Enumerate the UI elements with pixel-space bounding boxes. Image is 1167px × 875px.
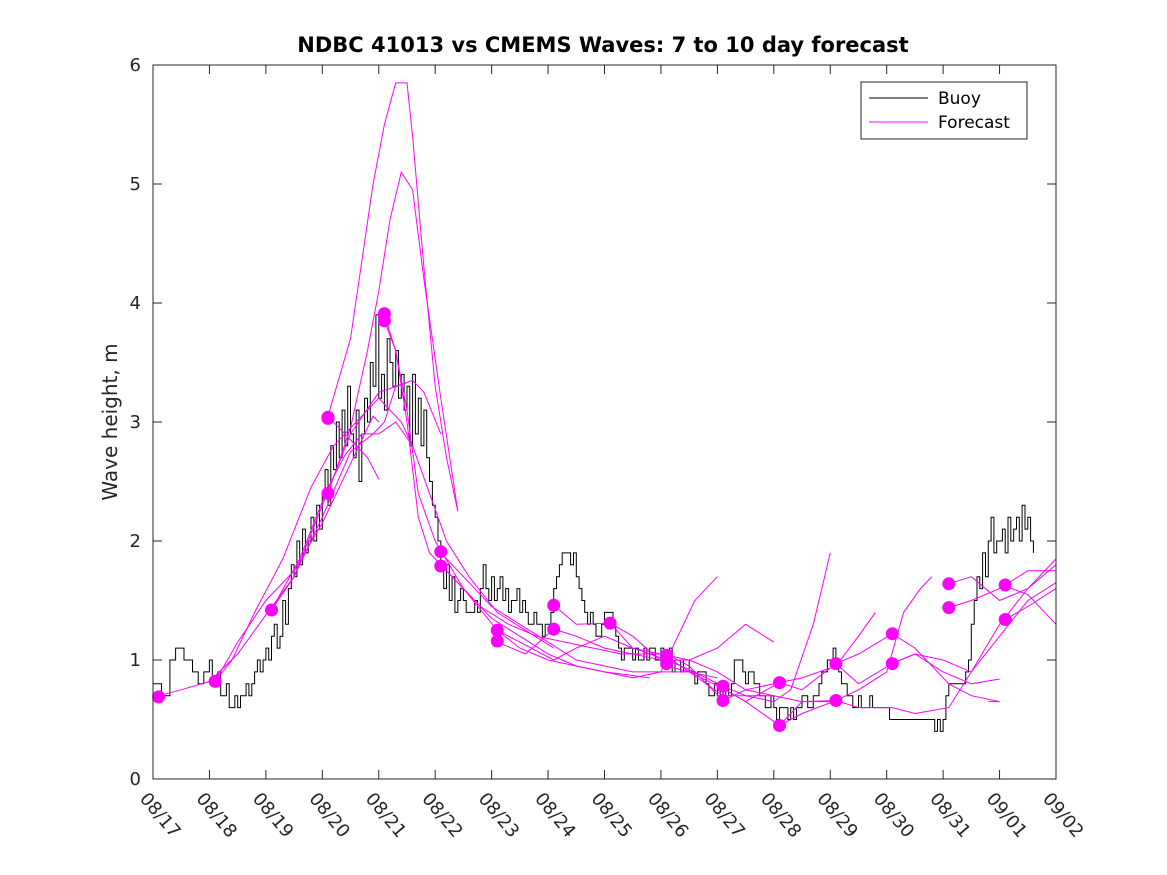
forecast-line-3 <box>214 397 414 682</box>
forecast-line-11 <box>440 552 718 679</box>
forecast-line-25 <box>1004 570 1056 586</box>
forecast-marker-22 <box>829 657 843 671</box>
forecast-marker-12 <box>490 634 504 648</box>
forecast-marker-2 <box>208 674 222 688</box>
forecast-line-21 <box>835 633 1000 703</box>
forecast-marker-17 <box>660 657 674 671</box>
y-tick-label: 4 <box>130 293 141 314</box>
forecast-marker-28 <box>998 578 1012 592</box>
legend-box <box>860 81 1028 140</box>
forecast-line-23 <box>948 558 1057 602</box>
forecast-line-10 <box>383 314 667 655</box>
forecast-line-22 <box>892 582 1057 673</box>
forecast-line-4 <box>271 379 442 611</box>
forecast-line-26 <box>1004 588 1057 620</box>
forecast-line-8 <box>327 416 380 480</box>
y-tick-label: 5 <box>130 174 141 195</box>
legend-forecast-label: Forecast <box>938 113 1010 133</box>
forecast-marker-20 <box>773 676 786 690</box>
forecast-marker-9 <box>434 545 448 559</box>
forecast-marker-3 <box>265 603 278 617</box>
forecast-marker-10 <box>434 559 448 573</box>
forecast-line-6 <box>327 170 459 512</box>
forecast-marker-21 <box>773 719 786 732</box>
y-tick-label: 0 <box>130 769 141 790</box>
forecast-marker-1 <box>152 690 166 704</box>
forecast-marker-25 <box>885 657 899 671</box>
forecast-line-7 <box>327 82 459 512</box>
forecast-line-14 <box>497 623 775 661</box>
forecast-marker-27 <box>942 601 956 615</box>
y-axis-label: Wave height, m <box>98 343 122 500</box>
forecast-markers <box>152 307 1012 732</box>
forecast-marker-14 <box>547 622 561 636</box>
forecast-line-19 <box>722 653 1000 703</box>
forecast-marker-26 <box>942 577 956 591</box>
y-tick-label: 3 <box>130 412 141 433</box>
axes-background <box>153 65 1056 779</box>
forecast-series-group <box>158 82 1057 727</box>
forecast-marker-29 <box>998 613 1012 626</box>
forecast-line-12 <box>440 564 718 679</box>
forecast-marker-8 <box>377 314 391 328</box>
forecast-line-5 <box>271 421 554 649</box>
forecast-marker-19 <box>716 694 730 707</box>
forecast-marker-6 <box>321 486 335 500</box>
forecast-marker-11 <box>490 623 504 637</box>
forecast-marker-23 <box>829 694 843 707</box>
forecast-line-20 <box>779 564 1057 726</box>
y-tick-label: 2 <box>130 531 141 552</box>
legend-buoy-label: Buoy <box>938 89 981 109</box>
forecast-marker-18 <box>716 679 730 693</box>
forecast-marker-15 <box>603 616 617 630</box>
forecast-marker-13 <box>547 598 561 612</box>
chart-title: NDBC 41013 vs CMEMS Waves: 7 to 10 day f… <box>297 33 908 57</box>
y-tick-label: 1 <box>130 650 141 671</box>
forecast-line-15 <box>553 604 831 703</box>
legend: Buoy Forecast <box>860 81 1028 140</box>
y-tick-label: 6 <box>130 55 141 76</box>
forecast-marker-5 <box>321 411 335 425</box>
forecast-marker-24 <box>885 627 899 641</box>
